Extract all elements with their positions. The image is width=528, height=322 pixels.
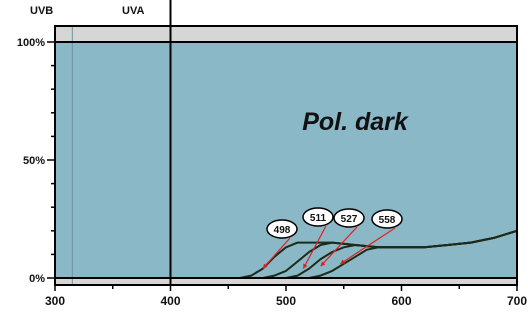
y-tick-label: 50% [23,155,45,167]
callout-bubble [302,207,334,227]
callouts: 498 511 527 558 [262,207,403,269]
callout-arrowhead [320,261,326,267]
band-label-uvb: UVB [30,5,53,17]
series-line-558 [55,229,518,279]
x-tick-label: 600 [391,294,411,308]
axes: 0% 50% 100% 300 400 500 600 700 [17,25,527,308]
plot-area [55,42,517,278]
callout-label: 558 [379,215,396,226]
callout-arrowhead [262,263,268,269]
callout-label: 527 [341,214,358,225]
callout-bubble [266,219,298,239]
callout-arrow [339,227,396,265]
callout-arrowhead [303,263,308,269]
x-tick-label: 700 [507,294,527,308]
callout-arrowhead [340,259,346,264]
annotation-label: Pol. dark [302,108,409,136]
band-dividers [71,0,172,285]
callout-arrow [320,226,358,267]
band-label-uva: UVA [122,5,144,17]
callout-arrow [262,237,291,269]
bottom-strip [55,278,517,285]
callout-bubble [333,208,365,228]
y-tick-label: 100% [17,37,45,49]
callout-bubble [371,209,403,229]
y-tick-label: 0% [29,273,45,285]
callout-arrow [302,225,327,269]
series-lines [55,229,518,279]
x-tick-label: 300 [45,294,65,308]
callout-label: 498 [274,225,291,236]
x-tick-label: 500 [276,294,296,308]
top-strip [55,26,517,42]
x-tick-label: 400 [160,294,180,308]
callout-label: 511 [310,213,327,224]
